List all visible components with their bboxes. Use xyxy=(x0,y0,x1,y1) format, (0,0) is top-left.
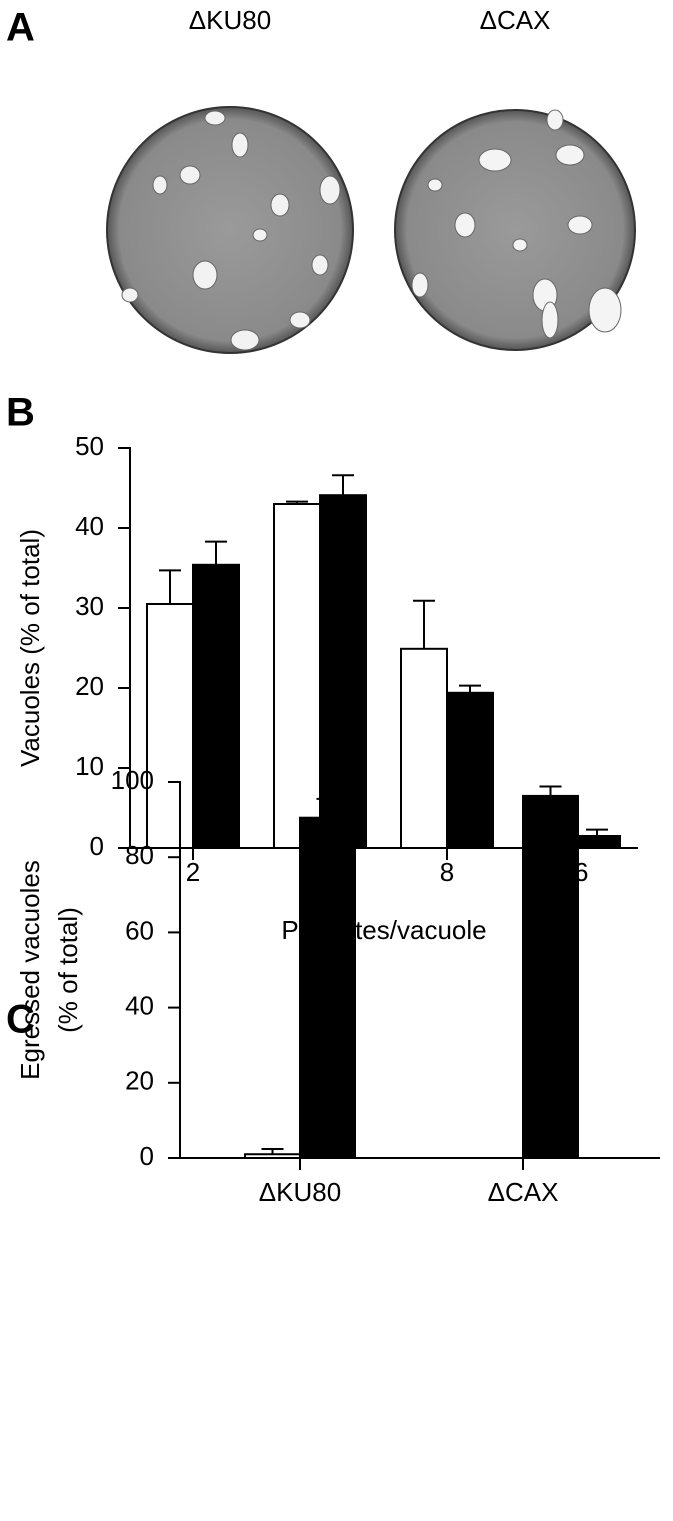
y-tick-label: 10 xyxy=(75,751,104,781)
y-tick-label: 30 xyxy=(75,591,104,621)
y-tick-label: 20 xyxy=(125,1066,154,1096)
bar xyxy=(573,835,621,849)
bar xyxy=(299,816,356,1159)
bar xyxy=(522,794,579,1159)
y-tick-label: 50 xyxy=(75,431,104,461)
y-tick-label: 0 xyxy=(90,831,104,861)
x-tick-label: 8 xyxy=(440,857,454,887)
image-label: ΔKU80 xyxy=(189,5,271,35)
panel-label: A xyxy=(6,6,35,50)
y-axis-label: (% of total) xyxy=(53,907,83,1033)
y-axis-label: Egressed vacuoles xyxy=(15,860,45,1080)
panel-label: C xyxy=(6,998,35,1042)
bar xyxy=(192,563,240,849)
y-tick-label: 60 xyxy=(125,915,154,945)
bar xyxy=(273,503,321,849)
bar xyxy=(244,1153,301,1159)
x-tick-label: ΔKU80 xyxy=(259,1177,341,1207)
y-tick-label: 0 xyxy=(140,1141,154,1171)
x-tick-label: ΔCAX xyxy=(488,1177,559,1207)
x-tick-label: 2 xyxy=(186,857,200,887)
plaque-image xyxy=(106,106,636,354)
y-axis-label: Vacuoles (% of total) xyxy=(15,529,45,767)
y-tick-label: 20 xyxy=(75,671,104,701)
image-label: ΔCAX xyxy=(480,5,551,35)
y-tick-label: 40 xyxy=(125,990,154,1020)
panel-label: B xyxy=(6,391,35,435)
y-tick-label: 40 xyxy=(75,511,104,541)
bar xyxy=(400,647,448,849)
bar xyxy=(146,603,194,849)
y-tick-label: 100 xyxy=(111,765,154,795)
bar xyxy=(319,494,367,849)
y-tick-label: 80 xyxy=(125,840,154,870)
bar xyxy=(446,691,494,849)
